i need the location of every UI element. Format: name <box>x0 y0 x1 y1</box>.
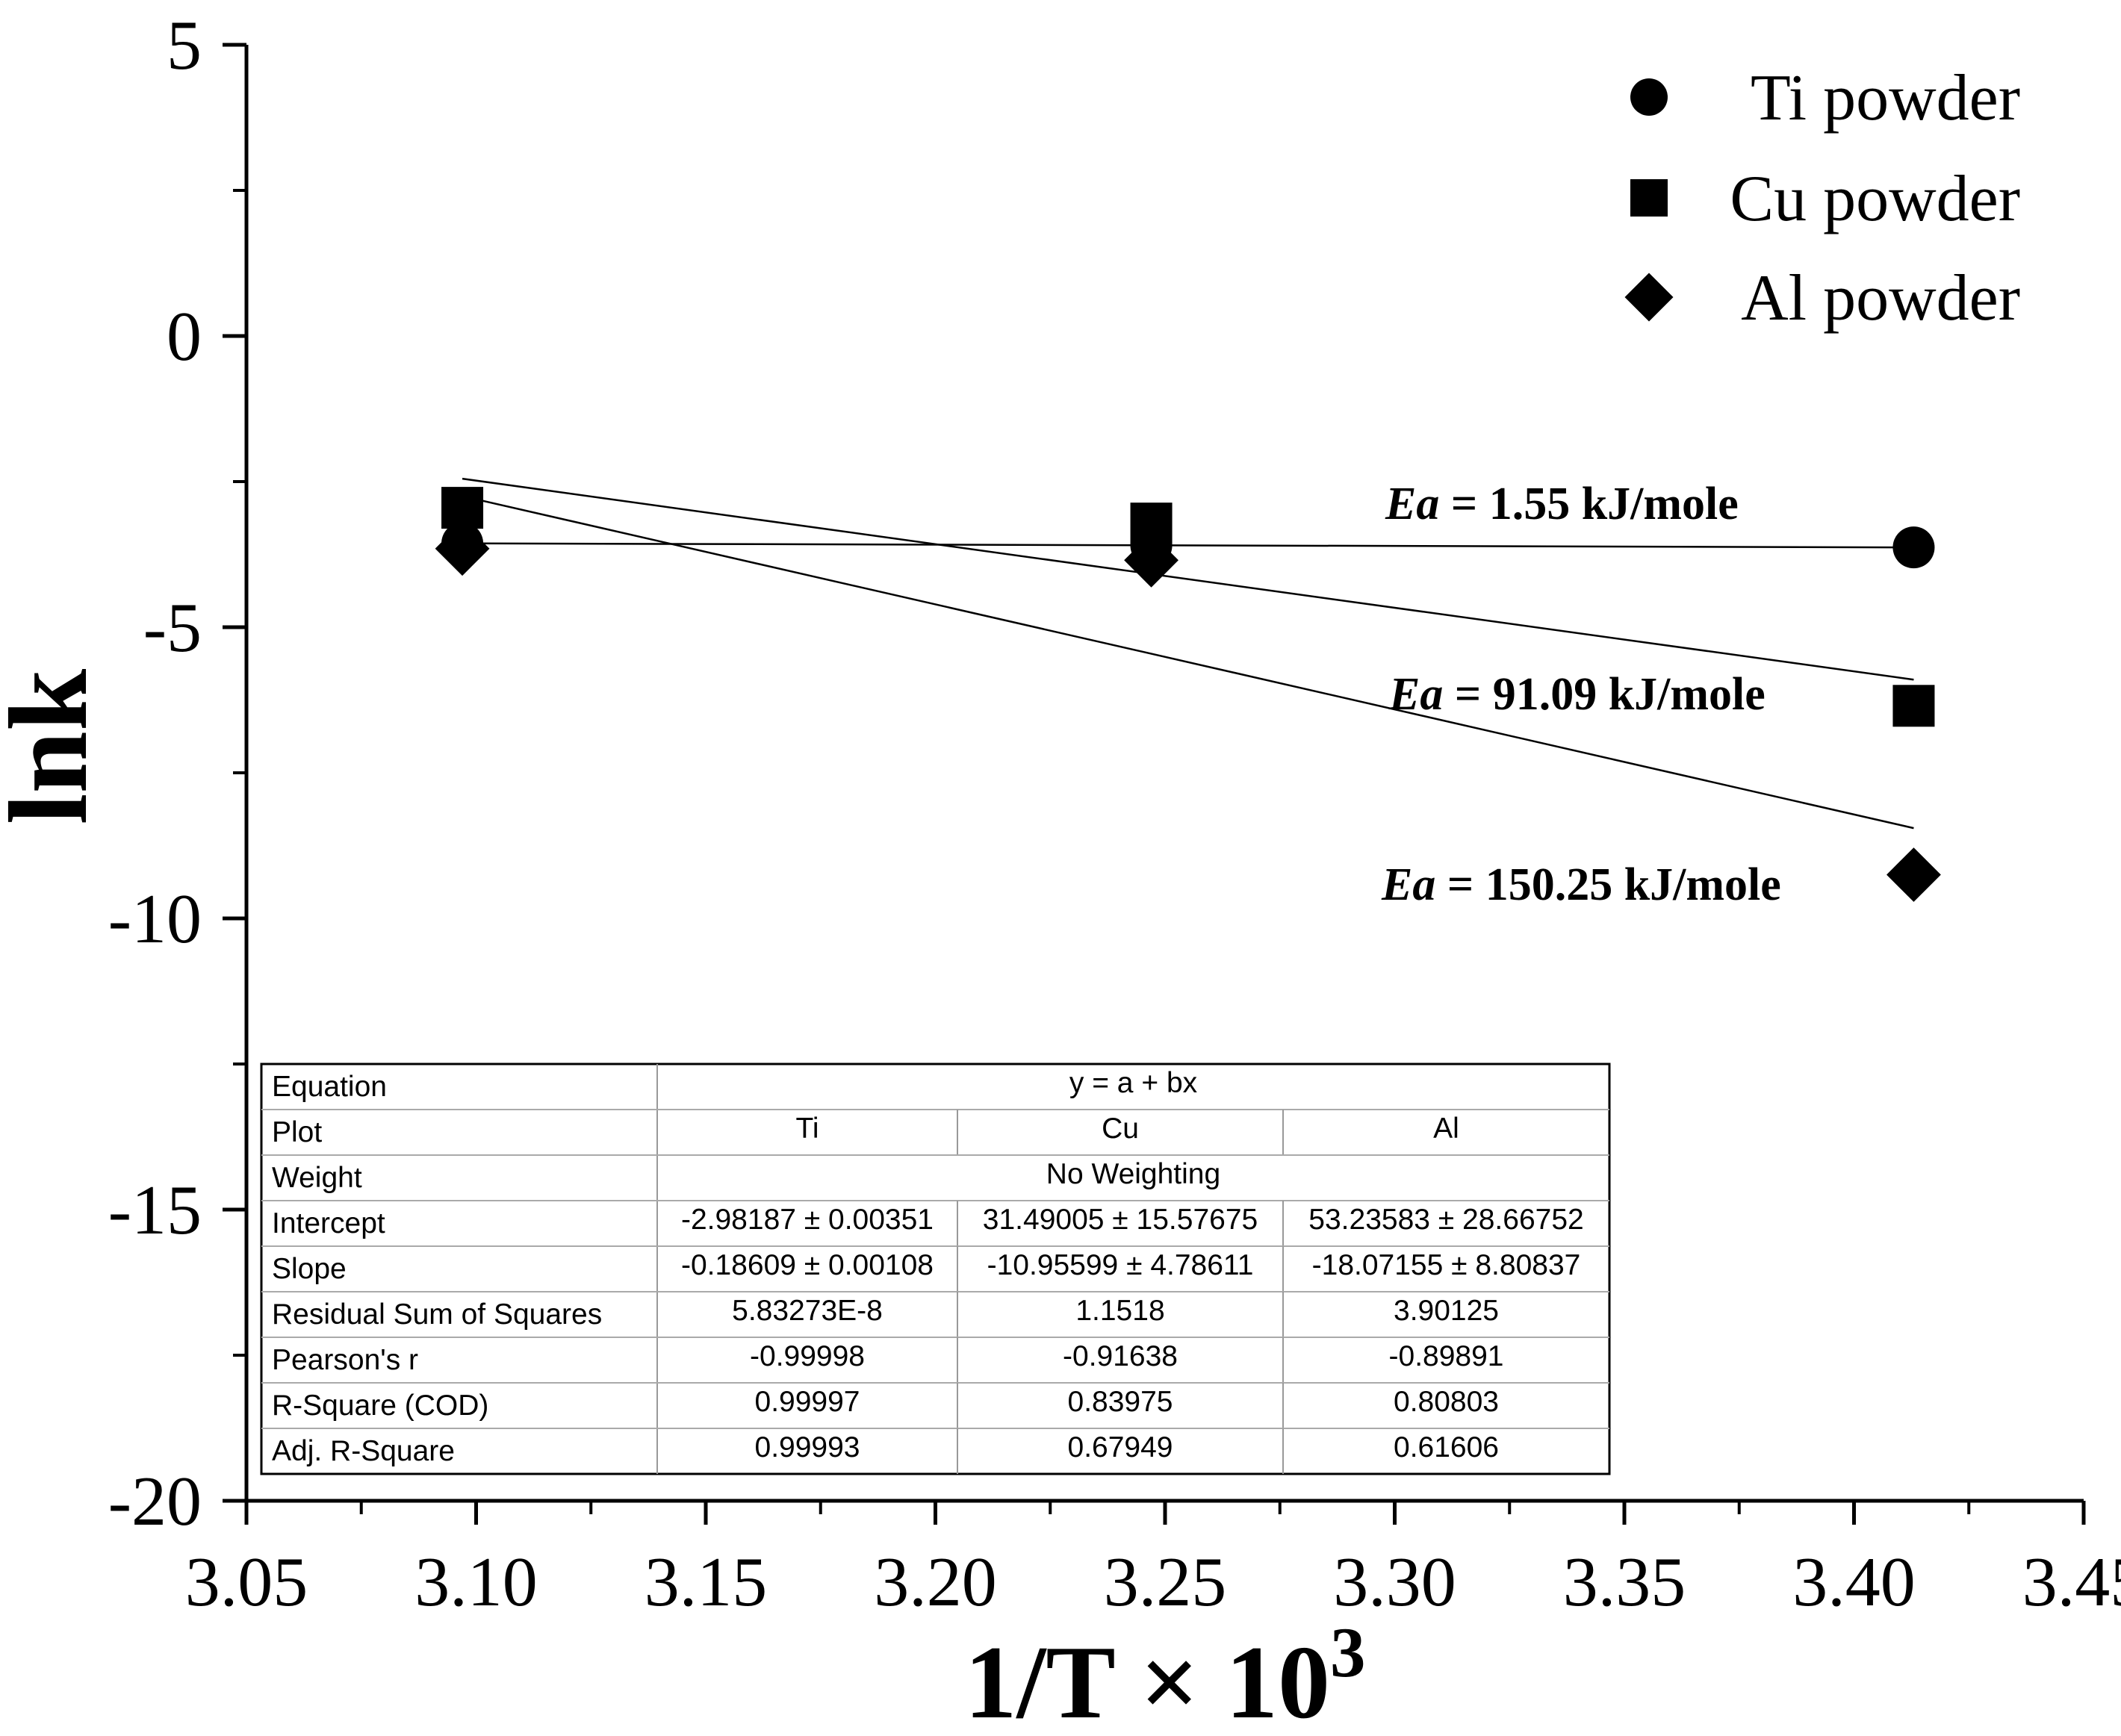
fit-results-table: Equation y = a + bx Plot Ti Cu Al Weight No Wei… <box>260 1063 1611 1475</box>
table-cell: 0.61606 <box>1394 1431 1499 1463</box>
table-cell: 0.67949 <box>1068 1431 1173 1463</box>
y-tick-label: -5 <box>143 589 202 667</box>
table-row-label: Adj. R-Square <box>272 1435 455 1467</box>
ea-symbol: Ea <box>1381 859 1435 910</box>
table-cell: 5.83273E-8 <box>732 1295 883 1327</box>
y-tick-label: 5 <box>167 7 202 84</box>
table-row-label: Intercept <box>272 1207 385 1239</box>
fit-line-square <box>462 477 1914 681</box>
x-tick-label: 3.05 <box>185 1543 308 1621</box>
table-row-label: Pearson's r <box>272 1344 418 1376</box>
ea-value: = 91.09 kJ/mole <box>1443 669 1765 720</box>
x-axis-title: 1/T × 103 <box>964 1613 1365 1736</box>
table-border <box>260 1063 1611 1475</box>
y-tick-label: -10 <box>108 880 202 958</box>
table-row-label: Weight <box>272 1162 362 1194</box>
fit-line-circle <box>462 542 1914 549</box>
x-tick-label: 3.25 <box>1104 1543 1227 1621</box>
ea-label-square: Ea = 91.09 kJ/mole <box>1388 669 1766 720</box>
table-cell: 0.80803 <box>1394 1386 1499 1418</box>
table-cell: 31.49005 ± 15.57675 <box>983 1204 1258 1236</box>
table-cell: 0.99997 <box>755 1386 860 1418</box>
y-tick-label: -15 <box>108 1172 202 1249</box>
x-tick-label: 3.35 <box>1563 1543 1686 1621</box>
table-row-label: Plot <box>272 1116 322 1148</box>
table-cell: 0.99993 <box>755 1431 860 1463</box>
legend-label: Al powder <box>1741 262 2020 335</box>
table-cell: -10.95599 ± 4.78611 <box>987 1249 1254 1281</box>
data-markers <box>435 487 1941 902</box>
legend-square-icon <box>1630 179 1668 217</box>
y-tick-label: 0 <box>167 298 202 376</box>
legend-diamond-icon <box>1624 273 1674 322</box>
x-tick-label: 3.30 <box>1333 1543 1456 1621</box>
axis-titles: 1/T × 103 lnk <box>0 668 1366 1736</box>
fit-line-diamond <box>462 495 1914 830</box>
x-tick-label: 3.45 <box>2022 1543 2121 1621</box>
table-span-cell: No Weighting <box>1046 1158 1220 1190</box>
table-cell: 53.23583 ± 28.66752 <box>1308 1204 1583 1236</box>
legend-circle-icon <box>1630 78 1668 116</box>
axes: 3.05 3.10 3.15 3.20 3.25 3.30 3.35 3.40 3.45 5 0 -5… <box>108 7 2121 1621</box>
table-row-label: Slope <box>272 1253 347 1285</box>
ea-value: = 1.55 kJ/mole <box>1439 479 1738 529</box>
ea-label-diamond: Ea = 150.25 kJ/mole <box>1381 859 1781 910</box>
ea-symbol: Ea <box>1388 669 1443 720</box>
legend-label: Cu powder <box>1730 163 2020 235</box>
legend-label: Ti powder <box>1751 62 2020 134</box>
table-span-cell: y = a + bx <box>1069 1067 1198 1099</box>
table-row-label: Residual Sum of Squares <box>272 1298 602 1331</box>
table-cell: -0.99998 <box>750 1340 865 1372</box>
square-data-point <box>1892 685 1935 727</box>
x-tick-label: 3.20 <box>874 1543 997 1621</box>
table-row-label: R-Square (COD) <box>272 1390 488 1422</box>
x-axis-title-superscript: 3 <box>1330 1613 1366 1692</box>
table-cell: -0.18609 ± 0.00108 <box>681 1249 934 1281</box>
table-cell: -18.07155 ± 8.80837 <box>1312 1249 1581 1281</box>
legend: Ti powder Cu powder Al powder <box>1624 62 2020 335</box>
x-tick-label: 3.10 <box>414 1543 538 1621</box>
table-cell: 0.83975 <box>1068 1386 1173 1418</box>
ea-value: = 150.25 kJ/mole <box>1435 859 1780 910</box>
y-tick-label: -20 <box>108 1463 202 1540</box>
table-cell: -0.89891 <box>1389 1340 1504 1372</box>
x-axis-title-text: 1/T × 10 <box>964 1625 1330 1736</box>
diamond-data-point <box>435 521 490 576</box>
table-cell: Cu <box>1102 1113 1139 1145</box>
y-axis-title: lnk <box>0 668 111 824</box>
ea-label-circle: Ea = 1.55 kJ/mole <box>1385 479 1739 529</box>
ea-symbol: Ea <box>1385 479 1439 529</box>
circle-data-point <box>1892 526 1935 569</box>
table-cell: -0.91638 <box>1063 1340 1178 1372</box>
x-tick-label: 3.15 <box>645 1543 768 1621</box>
table-row-label: Equation <box>272 1071 387 1103</box>
diamond-data-point <box>1886 847 1941 902</box>
table-cell: Ti <box>795 1113 819 1145</box>
table-cell: Al <box>1433 1113 1459 1145</box>
table-cell: 3.90125 <box>1394 1295 1499 1327</box>
table-cell: 1.1518 <box>1075 1295 1164 1327</box>
table-cell: -2.98187 ± 0.00351 <box>681 1204 934 1236</box>
x-tick-label: 3.40 <box>1792 1543 1916 1621</box>
fit-lines <box>462 477 1914 830</box>
diamond-data-point <box>1124 532 1178 588</box>
